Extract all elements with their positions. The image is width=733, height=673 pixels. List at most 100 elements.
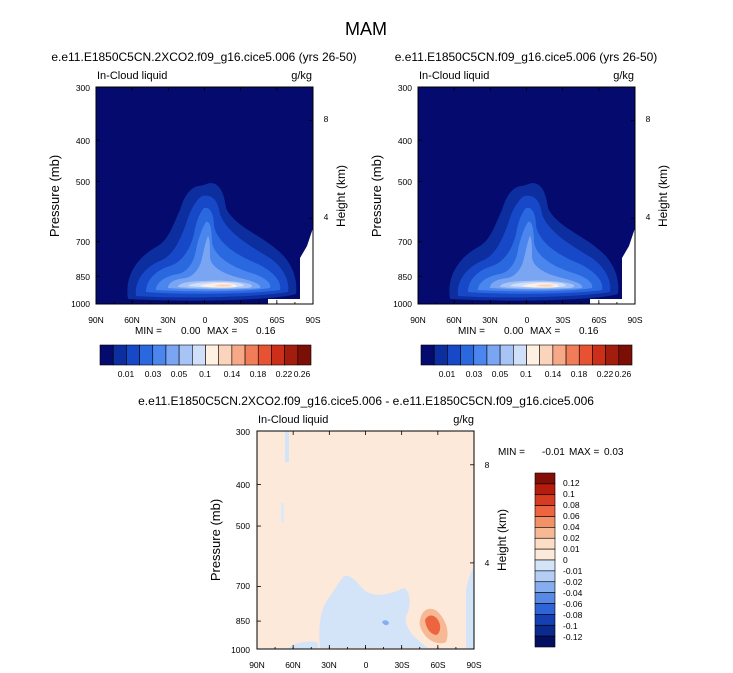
colorbar-swatch	[271, 344, 285, 366]
panel-3-units-label: g/kg	[453, 414, 474, 426]
panel-2-stats: MIN = 0.00 MAX = 0.16	[458, 326, 599, 337]
panel-2-ytick-label: 400	[398, 136, 412, 146]
panel-3-colorbar-label: 0.12	[563, 478, 580, 488]
panel-1-variable-label: In-Cloud liquid	[97, 70, 167, 82]
panel-3-colorbar-label: -0.04	[563, 588, 583, 598]
panel-3-min-label: MIN =	[498, 447, 525, 458]
panel-1-ytick-label: 300	[76, 83, 90, 93]
colorbar-swatch	[534, 603, 556, 615]
panel-2-contour-fill	[418, 87, 635, 304]
colorbar-swatch	[534, 537, 556, 550]
panel-2-ytick-label: 700	[398, 237, 412, 247]
panel-1-colorbar-label: 0.01	[118, 369, 135, 379]
axis-tick-marks	[95, 86, 636, 650]
panel-1-colorbar-swatches	[99, 344, 312, 366]
colorbar-swatch	[112, 344, 127, 366]
panel-2-max-value: 0.16	[579, 326, 599, 337]
panel-3-right-tick-label: 4	[485, 558, 490, 568]
colorbar-swatch	[139, 344, 154, 366]
panel-2-x-axis: 90N 60N 30N 0 30S 60S 90S	[410, 315, 643, 325]
panel-2-title: e.e11.E1850C5CN.f09_g16.cice5.006 (yrs 2…	[395, 50, 658, 64]
panel-2-colorbar-label: 0.22	[597, 369, 614, 379]
colorbar-swatch	[534, 581, 556, 593]
panel-1-colorbar-label: 0.14	[224, 369, 241, 379]
colorbar-swatch	[218, 344, 233, 366]
panel-2-xtick-label: 0	[525, 315, 530, 325]
colorbar-swatch	[534, 472, 556, 485]
panel-3-colorbar-label: -0.08	[563, 610, 583, 620]
colorbar-swatch	[534, 624, 556, 637]
panel-1-xtick-label: 60N	[124, 315, 140, 325]
colorbar-swatch	[534, 527, 556, 539]
panel-1-right-tick-label: 4	[324, 212, 329, 222]
panel-1-colorbar-label: 0.1	[199, 369, 211, 379]
panel-1-xtick-label: 0	[203, 315, 208, 325]
colorbar-swatch	[178, 344, 193, 366]
panel-2-colorbar-label: 0.05	[492, 369, 509, 379]
panel-3-xtick-label: 90S	[466, 660, 481, 670]
panel-3-xtick-label: 0	[364, 660, 369, 670]
panel-1-ytick-label: 1000	[71, 299, 90, 309]
colorbar-swatch	[534, 483, 556, 496]
panel-1-xtick-label: 30S	[233, 315, 248, 325]
panel-2-y-axis-right: 8 4 Height (km)	[646, 114, 670, 227]
panel-2-right-tick-label: 4	[646, 212, 651, 222]
panel-1-xtick-label: 30N	[160, 315, 176, 325]
panel-3-colorbar-label: -0.06	[563, 599, 583, 609]
colorbar-swatch	[433, 344, 448, 366]
colorbar-swatch	[534, 614, 556, 626]
panel-1-colorbar: 0.01 0.03 0.05 0.1 0.14 0.18 0.22 0.26	[99, 344, 312, 379]
panel-1-title: e.e11.E1850C5CN.2XCO2.f09_g16.cice5.006 …	[51, 50, 356, 64]
panel-3-ytick-label: 850	[236, 616, 250, 626]
panel-3-colorbar-label: 0.04	[563, 522, 580, 532]
panel-3-max-value: 0.03	[604, 447, 624, 458]
panel-2-min-value: 0.00	[504, 326, 524, 337]
panel-3-xtick-label: 30N	[321, 660, 337, 670]
panel-3-x-axis: 90N 60N 30N 0 30S 60S 90S	[249, 660, 482, 670]
panel-2-colorbar-label: 0.18	[571, 369, 588, 379]
panel-3-title: e.e11.E1850C5CN.2XCO2.f09_g16.cice5.006 …	[138, 394, 594, 408]
panel-1-colorbar-label: 0.03	[145, 369, 162, 379]
panel-3-ylabel-right: Height (km)	[495, 509, 509, 571]
colorbar-swatch	[192, 344, 206, 366]
panel-2-y-axis: 300 400 500 700 850 1000 Pressure (mb)	[369, 83, 412, 309]
panel-3-colorbar-label: -0.02	[563, 577, 583, 587]
panel-2-colorbar-label: 0.14	[545, 369, 562, 379]
panel-3-colorbar-label: 0	[563, 555, 568, 565]
panel-1-units-label: g/kg	[291, 70, 312, 82]
panel-3-colorbar-swatches	[534, 472, 556, 648]
colorbar-swatch	[565, 344, 580, 366]
panel-3-ytick-label: 1000	[231, 645, 250, 655]
panel-2-xtick-label: 90S	[627, 315, 642, 325]
panel-2-colorbar-label: 0.01	[439, 369, 456, 379]
panel-1-ylabel-right: Height (km)	[334, 165, 348, 227]
panel-3-ytick-label: 300	[236, 427, 250, 437]
panel-3-ytick-label: 500	[236, 521, 250, 531]
panel-3-colorbar-label: -0.01	[563, 566, 583, 576]
panel-3-y-axis: 300 400 500 700 850 1000 Pressure (mb)	[208, 427, 250, 655]
panel-1-ytick-label: 400	[76, 136, 90, 146]
panel-2-colorbar-swatches	[420, 344, 633, 366]
panel-2-variable-label: In-Cloud liquid	[419, 70, 489, 82]
colorbar-swatch	[534, 592, 556, 604]
panel-3-ytick-label: 400	[236, 480, 250, 490]
panel-3: e.e11.E1850C5CN.2XCO2.f09_g16.cice5.006 …	[138, 394, 624, 670]
colorbar-swatch	[165, 344, 180, 366]
panel-2-xtick-label: 60S	[591, 315, 606, 325]
panel-2-ytick-label: 850	[398, 272, 412, 282]
panel-2-colorbar-label: 0.1	[520, 369, 532, 379]
colorbar-swatch	[539, 344, 554, 366]
colorbar-swatch	[257, 344, 272, 366]
panel-3-colorbar-label: 0.06	[563, 511, 580, 521]
panel-2-plot-area	[418, 87, 635, 304]
panel-3-colorbar-label: 0.01	[563, 544, 580, 554]
colorbar-swatch	[473, 344, 488, 366]
panel-3-colorbar: 0.12 0.1 0.08 0.06 0.04 0.02 0.01 0 -0.0…	[534, 472, 583, 648]
panel-3-min-value: -0.01	[542, 447, 565, 458]
panel-1-max-value: 0.16	[256, 326, 276, 337]
panel-1-ylabel: Pressure (mb)	[47, 155, 62, 237]
panel-1-xtick-label: 90N	[88, 315, 104, 325]
panel-3-ylabel: Pressure (mb)	[208, 499, 223, 581]
panel-3-colorbar-label: -0.12	[563, 632, 583, 642]
